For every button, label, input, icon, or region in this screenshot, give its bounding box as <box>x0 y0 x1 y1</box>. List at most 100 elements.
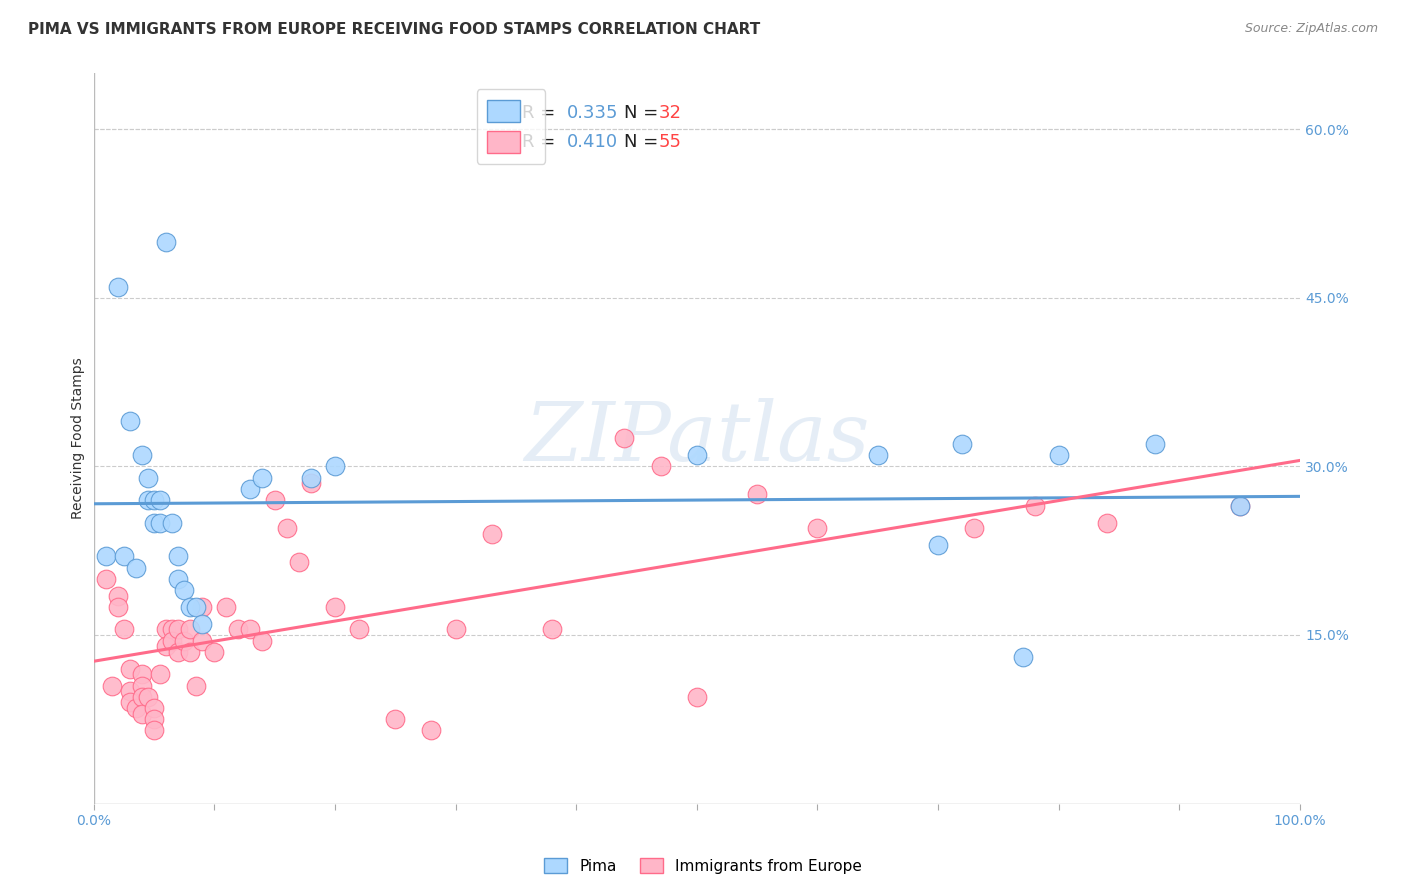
Point <box>142 493 165 508</box>
Point <box>131 679 153 693</box>
Point <box>866 448 889 462</box>
Point <box>118 695 141 709</box>
Point <box>323 459 346 474</box>
Point <box>136 493 159 508</box>
Point <box>142 723 165 738</box>
Point <box>1047 448 1070 462</box>
Text: R =: R = <box>522 104 561 122</box>
Point <box>167 549 190 564</box>
Text: R =: R = <box>522 134 561 152</box>
Point <box>1011 650 1033 665</box>
Point <box>118 684 141 698</box>
Point <box>481 526 503 541</box>
Point <box>167 623 190 637</box>
Point <box>142 516 165 530</box>
Point <box>1229 499 1251 513</box>
Point <box>118 662 141 676</box>
Point <box>184 679 207 693</box>
Point <box>107 589 129 603</box>
Point <box>118 414 141 428</box>
Point <box>202 645 225 659</box>
Point <box>299 470 322 484</box>
Point <box>686 690 709 704</box>
Point <box>1095 516 1118 530</box>
Point <box>228 623 250 637</box>
Point <box>142 701 165 715</box>
Point <box>131 690 153 704</box>
Text: N =: N = <box>624 104 665 122</box>
Text: 55: 55 <box>658 134 682 152</box>
Point <box>167 645 190 659</box>
Point <box>112 623 135 637</box>
Point <box>806 521 828 535</box>
Point <box>252 633 274 648</box>
Point <box>131 448 153 462</box>
Point <box>167 572 190 586</box>
Point <box>276 521 298 535</box>
Point <box>184 599 207 614</box>
Point <box>215 599 238 614</box>
Point <box>136 690 159 704</box>
Point <box>94 572 117 586</box>
Point <box>963 521 986 535</box>
Point <box>950 437 973 451</box>
Point <box>444 623 467 637</box>
Point <box>100 679 122 693</box>
Point <box>239 623 262 637</box>
Legend: Pima, Immigrants from Europe: Pima, Immigrants from Europe <box>538 852 868 880</box>
Text: 32: 32 <box>658 104 682 122</box>
Point <box>160 623 183 637</box>
Point <box>191 633 214 648</box>
Point <box>155 623 177 637</box>
Point <box>347 623 370 637</box>
Text: PIMA VS IMMIGRANTS FROM EUROPE RECEIVING FOOD STAMPS CORRELATION CHART: PIMA VS IMMIGRANTS FROM EUROPE RECEIVING… <box>28 22 761 37</box>
Point <box>125 701 148 715</box>
Point <box>686 448 709 462</box>
Point <box>263 493 285 508</box>
Point <box>1144 437 1167 451</box>
Point <box>173 633 195 648</box>
Y-axis label: Receiving Food Stamps: Receiving Food Stamps <box>72 358 86 519</box>
Point <box>94 549 117 564</box>
Point <box>747 487 769 501</box>
Text: 0.335: 0.335 <box>567 104 619 122</box>
Point <box>1024 499 1046 513</box>
Text: N =: N = <box>624 134 665 152</box>
Point <box>179 645 201 659</box>
Point <box>650 459 672 474</box>
Text: Source: ZipAtlas.com: Source: ZipAtlas.com <box>1244 22 1378 36</box>
Text: 0.410: 0.410 <box>567 134 617 152</box>
Point <box>179 599 201 614</box>
Point <box>136 470 159 484</box>
Point <box>149 493 172 508</box>
Point <box>149 516 172 530</box>
Point <box>131 706 153 721</box>
Point <box>155 235 177 249</box>
Point <box>384 712 406 726</box>
Point <box>239 482 262 496</box>
Point <box>613 431 636 445</box>
Point <box>155 639 177 653</box>
Point <box>125 560 148 574</box>
Point <box>323 599 346 614</box>
Point <box>112 549 135 564</box>
Text: ZIPatlas: ZIPatlas <box>524 398 869 478</box>
Point <box>107 599 129 614</box>
Point <box>927 538 949 552</box>
Point <box>1229 499 1251 513</box>
Point <box>160 516 183 530</box>
Point <box>173 582 195 597</box>
Point <box>142 712 165 726</box>
Point <box>191 616 214 631</box>
Point <box>149 667 172 681</box>
Point <box>299 476 322 491</box>
Legend: , : , <box>477 89 546 164</box>
Point <box>541 623 564 637</box>
Point <box>107 279 129 293</box>
Point <box>160 633 183 648</box>
Point <box>287 555 309 569</box>
Point <box>131 667 153 681</box>
Point <box>179 623 201 637</box>
Point <box>252 470 274 484</box>
Point <box>420 723 443 738</box>
